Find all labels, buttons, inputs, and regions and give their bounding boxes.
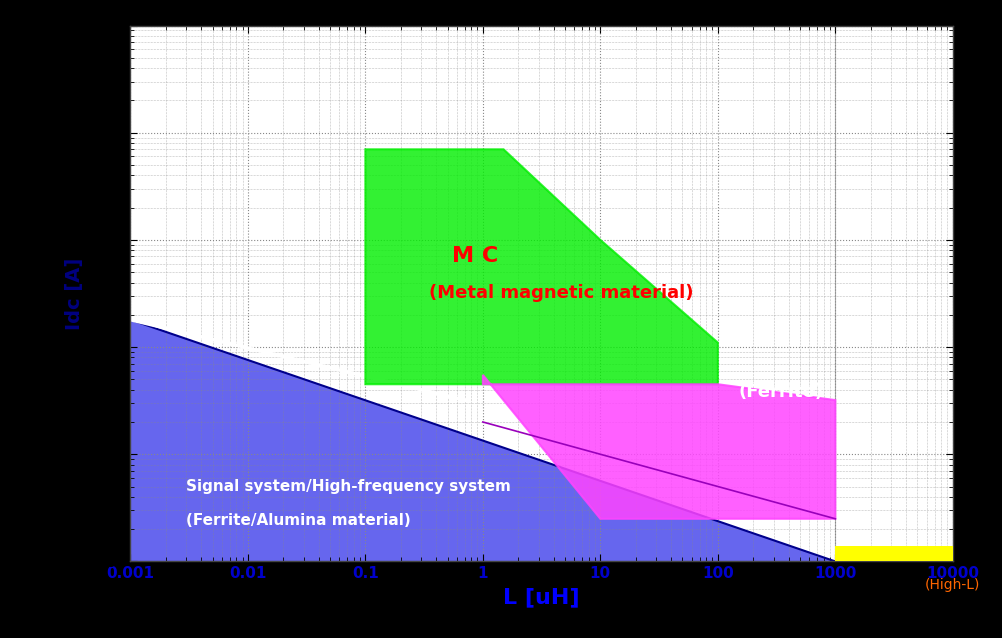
Bar bbox=[835, 545, 952, 561]
Text: M C: M C bbox=[452, 246, 498, 267]
Text: Signal system/High-frequency system: Signal system/High-frequency system bbox=[186, 479, 511, 494]
Text: (Ferrite/Alumina material): (Ferrite/Alumina material) bbox=[186, 513, 411, 528]
Polygon shape bbox=[482, 375, 835, 519]
Polygon shape bbox=[365, 149, 717, 384]
Y-axis label: Idc [A]: Idc [A] bbox=[65, 257, 84, 330]
Text: (Metal magnetic material): (Metal magnetic material) bbox=[429, 284, 693, 302]
Text: (High-L): (High-L) bbox=[924, 578, 980, 592]
X-axis label: L [uH]: L [uH] bbox=[503, 587, 579, 607]
Polygon shape bbox=[130, 320, 835, 561]
Text: (Ferrite): (Ferrite) bbox=[737, 383, 823, 401]
